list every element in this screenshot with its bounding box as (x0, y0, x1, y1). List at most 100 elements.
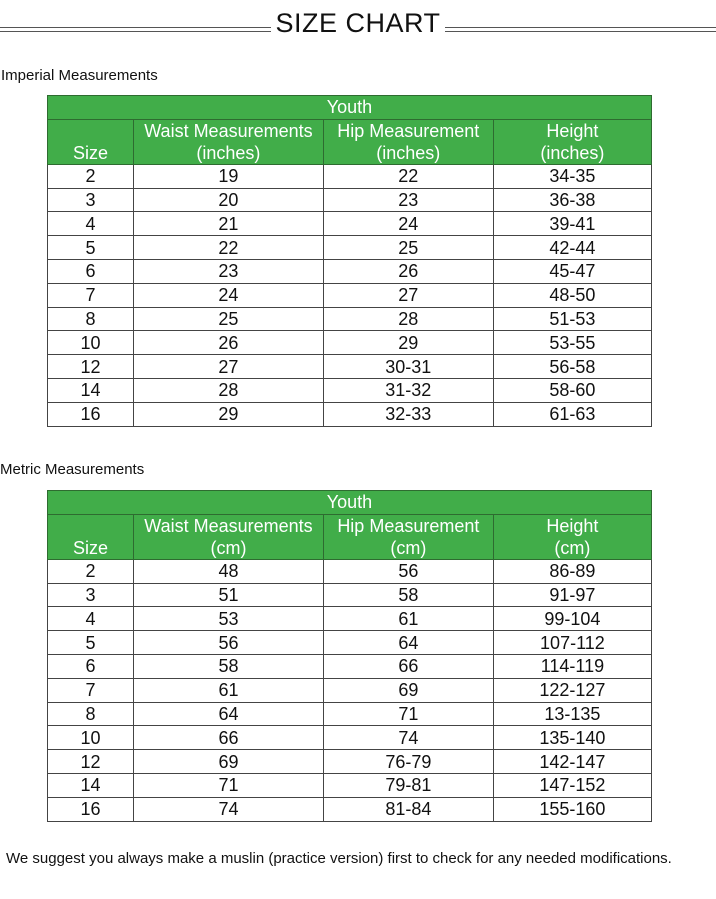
table-cell: 23 (322, 187, 494, 213)
metric-section-label: Metric Measurements (0, 461, 145, 478)
table-cell: 71 (133, 772, 324, 798)
table-cell: 28 (133, 377, 324, 403)
table-cell: 51-53 (492, 306, 653, 332)
table-cell: 25 (322, 235, 494, 260)
table-cell: 7 (46, 282, 135, 308)
table-cell: 31-32 (322, 377, 494, 403)
column-header: Height (inches) (492, 118, 653, 165)
table-cell: 81-84 (322, 796, 494, 822)
table-cell: 8 (46, 306, 135, 332)
table-cell: 2 (46, 558, 135, 584)
table-cell: 56 (322, 558, 494, 584)
table-cell: 53-55 (492, 330, 653, 356)
table-cell: 7 (46, 677, 135, 703)
table-cell: 69 (133, 749, 324, 774)
column-header: Hip Measurement (inches) (322, 118, 494, 165)
table-row: 2 48 56 86-89 (46, 558, 653, 584)
table-cell: 29 (133, 401, 324, 427)
table-cell: 99-104 (492, 606, 653, 632)
table-cell: 16 (46, 796, 135, 822)
table-cell: 42-44 (492, 235, 653, 260)
table-cell: 39-41 (492, 211, 653, 237)
table-cell: 6 (46, 653, 135, 679)
table-cell: 20 (133, 187, 324, 213)
table-cell: 14 (46, 772, 135, 798)
table-cell: 30-31 (322, 354, 494, 379)
table-cell: 76-79 (322, 749, 494, 774)
table-cell: 61-63 (492, 401, 653, 427)
table-cell: 114-119 (492, 653, 653, 679)
table-cell: 71 (322, 701, 494, 727)
footer-note: We suggest you always make a muslin (pra… (6, 850, 672, 867)
table-cell: 51 (133, 582, 324, 608)
group-header: Youth (47, 490, 652, 515)
table-cell: 6 (46, 258, 135, 284)
table-cell: 29 (322, 330, 494, 356)
table-row: 8 25 28 51-53 (46, 306, 653, 332)
column-header: Hip Measurement (cm) (322, 513, 494, 560)
metric-size-table: Youth Size Waist Measurements (cm) Hip Meas… (46, 490, 653, 822)
title-bar: SIZE CHART (0, 8, 716, 42)
table-cell: 5 (46, 630, 135, 655)
table-row: 5 22 25 42-44 (46, 235, 653, 260)
table-row: 12 27 30-31 56-58 (46, 354, 653, 379)
table-cell: 25 (133, 306, 324, 332)
table-cell: 16 (46, 401, 135, 427)
table-cell: 36-38 (492, 187, 653, 213)
table-cell: 12 (46, 354, 135, 379)
title-rule-right (430, 27, 716, 32)
table-cell: 66 (322, 653, 494, 679)
table-cell: 142-147 (492, 749, 653, 774)
table-cell: 3 (46, 187, 135, 213)
table-cell: 27 (322, 282, 494, 308)
table-row: 16 29 32-33 61-63 (46, 401, 653, 427)
column-header: Waist Measurements (cm) (133, 513, 324, 560)
table-cell: 66 (133, 725, 324, 751)
imperial-section-label: Imperial Measurements (1, 67, 158, 84)
group-header: Youth (47, 95, 652, 120)
table-cell: 56-58 (492, 354, 653, 379)
table-cell: 2 (46, 163, 135, 189)
table-cell: 5 (46, 235, 135, 260)
table-row: 16 74 81-84 155-160 (46, 796, 653, 822)
table-cell: 22 (133, 235, 324, 260)
table-row: 12 69 76-79 142-147 (46, 749, 653, 774)
column-header: Size (46, 118, 135, 165)
table-cell: 48 (133, 558, 324, 584)
table-cell: 24 (133, 282, 324, 308)
table-cell: 91-97 (492, 582, 653, 608)
table-cell: 32-33 (322, 401, 494, 427)
table-cell: 58 (133, 653, 324, 679)
table-row: 4 21 24 39-41 (46, 211, 653, 237)
table-cell: 4 (46, 606, 135, 632)
table-cell: 122-127 (492, 677, 653, 703)
table-cell: 14 (46, 377, 135, 403)
table-cell: 22 (322, 163, 494, 189)
table-cell: 12 (46, 749, 135, 774)
table-cell: 61 (133, 677, 324, 703)
table-cell: 135-140 (492, 725, 653, 751)
table-cell: 10 (46, 330, 135, 356)
imperial-size-table: Youth Size Waist Measurements (inches) Hip … (46, 95, 653, 427)
table-row: 7 61 69 122-127 (46, 677, 653, 703)
table-cell: 56 (133, 630, 324, 655)
table-cell: 13-135 (492, 701, 653, 727)
table-cell: 4 (46, 211, 135, 237)
table-cell: 45-47 (492, 258, 653, 284)
table-cell: 10 (46, 725, 135, 751)
table-row: 6 23 26 45-47 (46, 258, 653, 284)
table-row: 8 64 71 13-135 (46, 701, 653, 727)
table-row: 3 20 23 36-38 (46, 187, 653, 213)
table-cell: 3 (46, 582, 135, 608)
table-cell: 19 (133, 163, 324, 189)
table-row: 7 24 27 48-50 (46, 282, 653, 308)
table-cell: 26 (133, 330, 324, 356)
table-row: 10 26 29 53-55 (46, 330, 653, 356)
title-rule-left (0, 27, 272, 32)
column-header: Size (46, 513, 135, 560)
table-cell: 26 (322, 258, 494, 284)
table-cell: 8 (46, 701, 135, 727)
table-row: 5 56 64 107-112 (46, 630, 653, 655)
table-row: 6 58 66 114-119 (46, 653, 653, 679)
table-cell: 34-35 (492, 163, 653, 189)
